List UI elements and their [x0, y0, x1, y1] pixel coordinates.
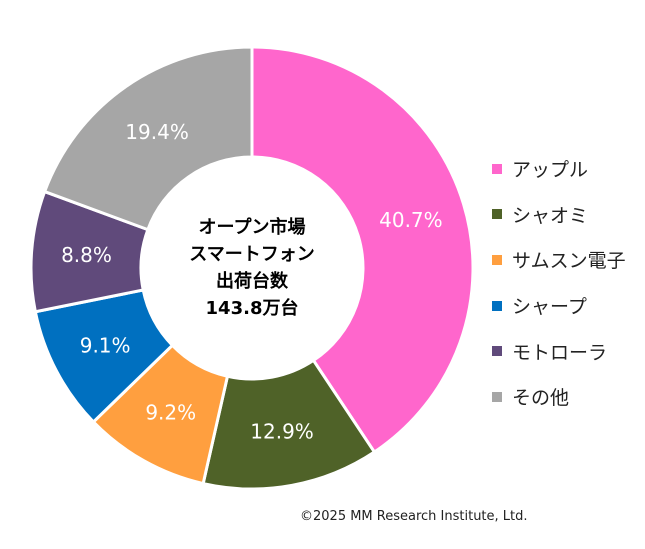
data-label: 40.7% — [379, 208, 443, 232]
slice-5 — [42, 45, 254, 232]
legend-item: モトローラ — [492, 328, 626, 374]
legend-label: アップル — [512, 159, 589, 182]
legend-item: その他 — [492, 374, 626, 420]
center-label: オープン市場 スマートフォン 出荷台数 143.8万台 — [152, 214, 352, 322]
copyright: ©2025 MM Research Institute, Ltd. — [300, 509, 528, 524]
legend-item: シャープ — [492, 283, 626, 329]
center-line-3: 出荷台数 — [216, 271, 288, 292]
legend-swatch — [492, 209, 502, 220]
legend-swatch — [492, 300, 502, 311]
legend-label: シャオミ — [512, 204, 589, 227]
legend-item: サムスン電子 — [492, 237, 626, 283]
data-label: 19.4% — [125, 120, 189, 144]
center-line-1: オープン市場 — [198, 217, 306, 238]
legend-swatch — [492, 163, 502, 174]
legend-swatch — [492, 254, 502, 265]
legend-label: サムスン電子 — [512, 250, 626, 273]
legend: アップルシャオミサムスン電子 シャープモトローラその他 — [492, 146, 626, 420]
legend-item: アップル — [492, 146, 626, 192]
center-line-2: スマートフォン — [189, 244, 315, 265]
legend-label: シャープ — [512, 296, 587, 319]
legend-label: その他 — [512, 387, 570, 410]
data-label: 12.9% — [250, 419, 314, 443]
data-label: 8.8% — [61, 243, 112, 267]
data-label: 9.2% — [145, 401, 196, 425]
legend-item: シャオミ — [492, 192, 626, 238]
legend-label: モトローラ — [512, 341, 608, 364]
legend-swatch — [492, 391, 502, 402]
center-line-4: 143.8万台 — [205, 298, 299, 319]
data-label: 9.1% — [80, 333, 131, 357]
slice-0 — [250, 45, 475, 455]
legend-swatch — [492, 346, 502, 357]
